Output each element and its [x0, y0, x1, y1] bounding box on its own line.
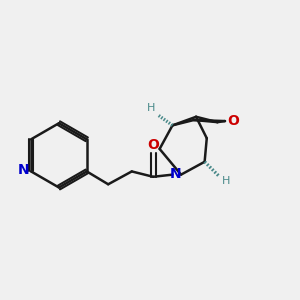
Text: H: H: [147, 103, 155, 113]
Text: H: H: [222, 176, 230, 186]
Text: N: N: [170, 167, 182, 181]
Text: O: O: [147, 138, 159, 152]
Text: O: O: [228, 114, 239, 128]
Text: N: N: [18, 164, 29, 177]
